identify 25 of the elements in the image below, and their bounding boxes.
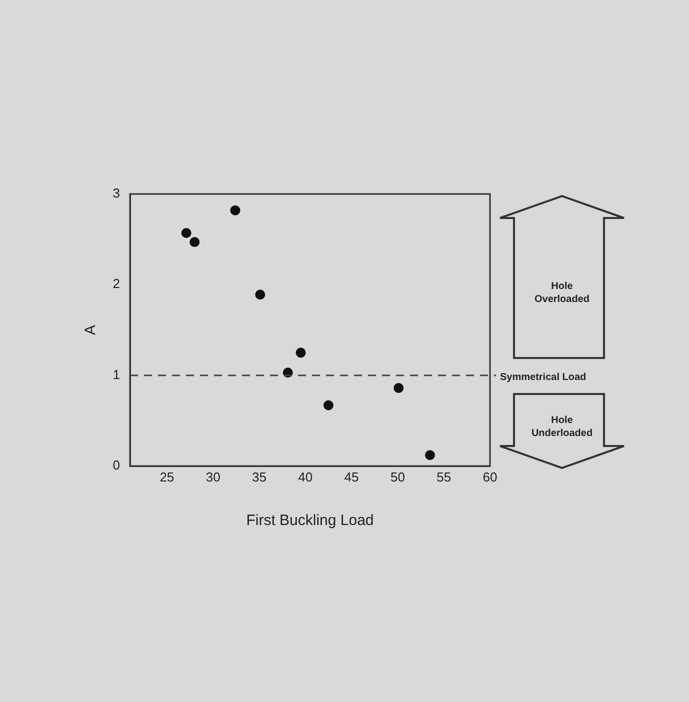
x-tick-label: 45: [344, 469, 359, 484]
x-axis-title: First Buckling Load: [246, 512, 374, 530]
x-tick-label: 30: [206, 469, 220, 484]
point: [323, 400, 334, 410]
y-axis-title: A: [82, 324, 100, 336]
x-tick-label: 60: [482, 469, 498, 484]
y-tick-label: 0: [112, 458, 120, 473]
point: [190, 237, 200, 248]
text: Hole Overloaded: [533, 280, 591, 306]
text: Hole Underloaded: [530, 414, 594, 440]
ref-line-label: Symmetrical Load: [500, 372, 586, 384]
point: [181, 228, 192, 238]
point: [425, 450, 435, 460]
x-tick-label: 50: [390, 469, 405, 484]
point: [230, 205, 240, 216]
x-tick-label: 35: [252, 469, 266, 484]
point: [394, 383, 404, 394]
y-tick-label: 3: [112, 186, 120, 201]
x-tick-label: 55: [436, 469, 452, 484]
y-tick-label: 2: [112, 276, 120, 292]
x-tick-label: 40: [298, 469, 313, 484]
point: [255, 290, 266, 300]
y-tick-label: 1: [112, 366, 120, 382]
x-tick-label: 25: [160, 469, 174, 484]
point: [296, 348, 306, 358]
